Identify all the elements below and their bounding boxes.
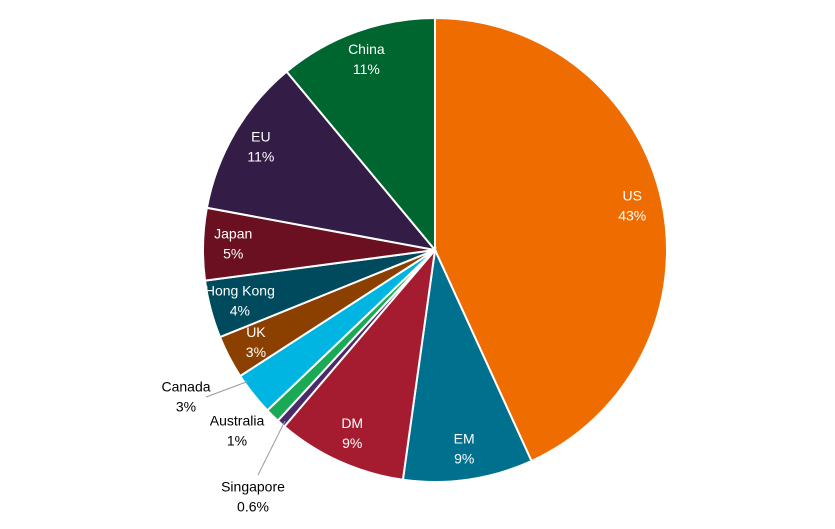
leader-line [257,420,286,476]
slice-label: EU [251,129,270,145]
slice-value: 3% [176,399,196,415]
slice-label: DM [341,415,363,431]
slice-value: 11% [247,149,274,165]
slice-label: Singapore [221,479,285,495]
leader-line [205,380,250,398]
pie-slice [401,246,533,483]
pie-slice [282,246,437,481]
slice-value: 43% [618,208,646,224]
slice-label: Hong Kong [205,282,275,298]
pie-slice [285,16,436,253]
slice-value: 0.6% [237,499,269,515]
slice-value: 9% [454,450,474,466]
slice-value: 4% [230,302,250,318]
slice-label: Japan [214,226,252,242]
slice-label: Australia [210,413,265,429]
slice-label: UK [246,324,266,340]
slice-label: Canada [161,379,210,395]
slice-value: 3% [246,344,266,360]
slice-label: EM [454,430,475,446]
slice-value: 9% [342,435,362,451]
slice-label: China [348,41,385,57]
pie-slice [434,16,668,463]
slice-value: 1% [227,433,247,449]
slice-value: 5% [223,246,243,262]
pie-slice [205,70,438,252]
slice-label: US [622,188,641,204]
slice-value: 11% [353,61,380,77]
